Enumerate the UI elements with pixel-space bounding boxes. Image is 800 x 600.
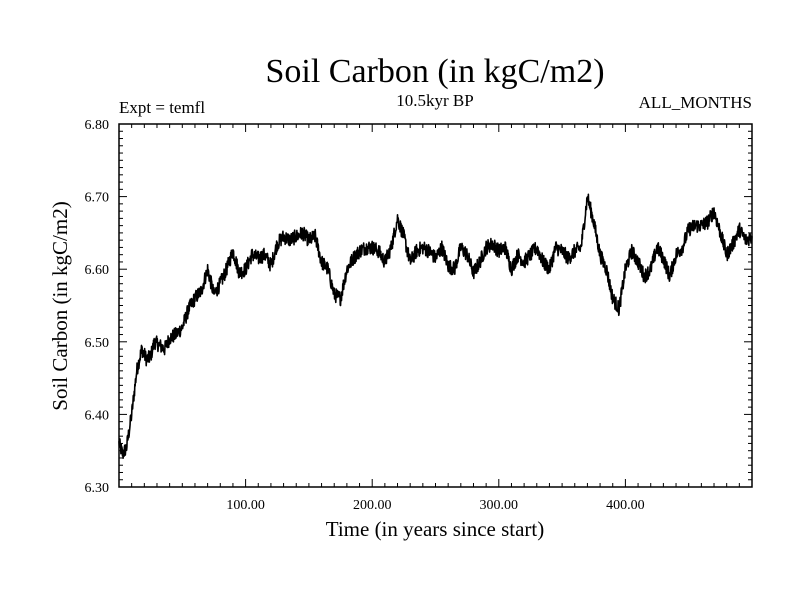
axis-ticks	[119, 124, 752, 487]
tick-labels: 100.00 200.00 300.00 400.00 6.30 6.40 6.50 6.60…	[85, 118, 645, 513]
series-layer	[118, 193, 753, 459]
x-tick-label: 200.00	[353, 498, 392, 513]
y-tick-label: 6.80	[85, 118, 110, 133]
y-tick-label: 6.30	[85, 481, 110, 496]
x-tick-label: 100.00	[226, 498, 265, 513]
plot-frame	[118, 123, 753, 488]
y-tick-label: 6.50	[85, 336, 110, 351]
y-tick-label: 6.70	[85, 191, 110, 206]
months-label: ALL_MONTHS	[639, 93, 752, 112]
x-tick-label: 300.00	[480, 498, 519, 513]
x-axis-label: Time (in years since start)	[326, 517, 545, 541]
soil-carbon-series-line	[118, 193, 753, 459]
experiment-label: Expt = temfl	[119, 98, 205, 117]
x-tick-label: 400.00	[606, 498, 645, 513]
chart-title: Soil Carbon (in kgC/m2)	[265, 53, 604, 90]
y-axis-label: Soil Carbon (in kgC/m2)	[48, 201, 72, 410]
period-label: 10.5kyr BP	[396, 91, 473, 110]
y-tick-label: 6.40	[85, 408, 110, 423]
y-tick-label: 6.60	[85, 263, 110, 278]
plot-area	[118, 123, 753, 488]
